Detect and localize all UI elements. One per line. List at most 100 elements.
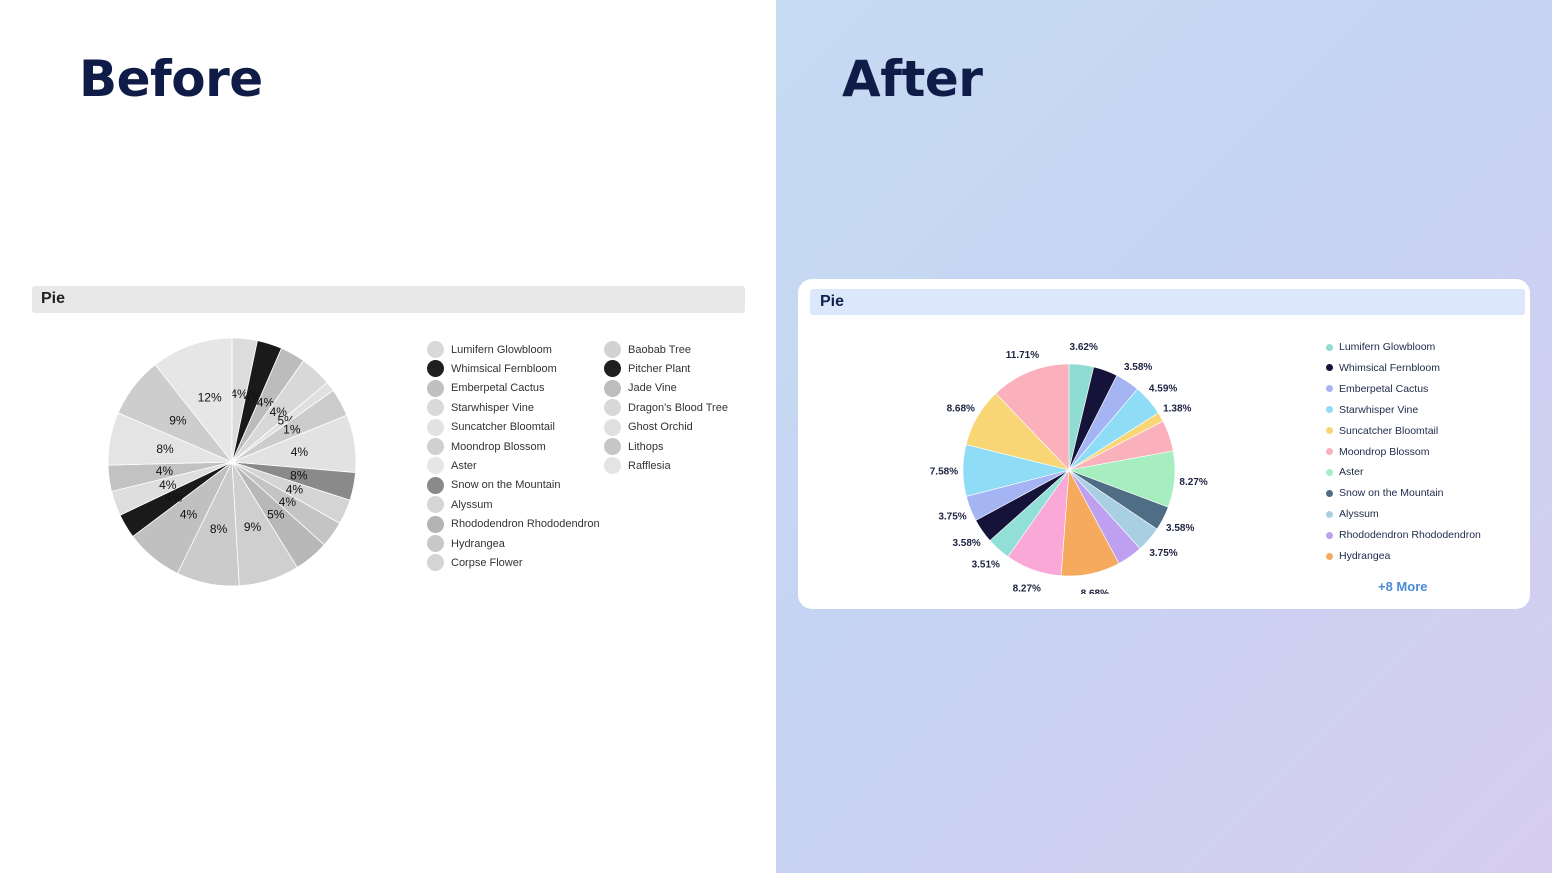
legend-label: Pitcher Plant <box>628 362 691 375</box>
after-half: After Pie 3.62% 3.58% 4.59% 1.38% 8.27% 3.58%… <box>776 0 1552 873</box>
legend-item: Jade Vine <box>604 379 677 397</box>
pie-slice <box>154 337 233 464</box>
legend-item: Lithops <box>604 438 663 455</box>
slice-label: 3.51% <box>972 559 1000 570</box>
legend-swatch <box>427 438 444 455</box>
legend-label: Moondrop Blossom <box>451 440 546 453</box>
after-panel-title: Pie <box>820 293 845 310</box>
legend-item: Lumifern Glowbloom <box>427 341 552 358</box>
slice-label: 4% <box>156 464 174 478</box>
legend-swatch <box>427 535 444 552</box>
legend-item: Alyssum <box>1326 508 1379 520</box>
before-legend: Lumifern Glowbloom Whimsical Fernbloom Emb… <box>427 341 747 581</box>
slice-label: 4% <box>291 445 309 459</box>
legend-item: Lumifern Glowbloom <box>1326 341 1435 353</box>
slice-label: 8.27% <box>1013 584 1041 594</box>
legend-label: Aster <box>451 459 477 472</box>
legend-label: Emberpetal Cactus <box>451 382 545 395</box>
legend-item: Corpse Flower <box>427 554 523 572</box>
legend-swatch <box>1326 552 1333 560</box>
slice-label: 8% <box>290 469 308 483</box>
legend-item: Moondrop Blossom <box>1326 446 1429 458</box>
legend-item: Baobab Tree <box>604 341 691 358</box>
slice-label: 4% <box>159 478 177 492</box>
legend-item: Starwhisper Vine <box>427 399 534 417</box>
legend-swatch <box>604 457 621 475</box>
slice-label: 4% <box>257 396 275 410</box>
slice-label: 9% <box>169 413 187 427</box>
slice-label: 8.68% <box>1081 588 1109 594</box>
legend-label: Rhododendron Rhododendron <box>1339 529 1481 542</box>
legend-label: Starwhisper Vine <box>451 401 534 414</box>
legend-swatch <box>1326 531 1333 539</box>
slice-label: 4% <box>286 483 304 497</box>
legend-swatch <box>1326 468 1333 476</box>
legend-item: Aster <box>427 457 477 475</box>
slice-label: 5% <box>267 507 285 521</box>
legend-label: Alyssum <box>451 498 493 511</box>
slice-label: 3.62% <box>1070 342 1098 353</box>
legend-swatch <box>1326 448 1333 455</box>
legend-item: Rhododendron Rhododendron <box>427 515 600 533</box>
legend-item: Hydrangea <box>427 535 505 552</box>
legend-label: Suncatcher Bloomtail <box>1339 424 1439 437</box>
slice-label: 4% <box>244 390 262 404</box>
legend-swatch <box>604 341 621 358</box>
before-pie-chart: 4%4%4%4%5%1%4%8%4%4%5%9%8%4%4%4%4%8%9%12… <box>107 337 357 587</box>
slice-label: 4% <box>165 490 183 504</box>
legend-label: Snow on the Mountain <box>1339 487 1444 500</box>
legend-item: Suncatcher Bloomtail <box>427 418 555 436</box>
legend-label: Baobab Tree <box>628 343 691 356</box>
slice-label: 9% <box>244 520 262 534</box>
legend-swatch <box>604 379 621 397</box>
after-headline: After <box>842 50 983 108</box>
legend-swatch <box>1326 427 1333 435</box>
legend-item: Whimsical Fernbloom <box>427 360 557 378</box>
legend-label: Aster <box>1339 466 1364 479</box>
more-legend-link[interactable]: +8 More <box>1378 579 1428 594</box>
slice-label: 3.75% <box>1149 548 1177 559</box>
slice-label: 1% <box>283 422 301 436</box>
legend-swatch <box>1326 364 1333 372</box>
legend-swatch <box>427 457 444 475</box>
after-pie-chart: 3.62% 3.58% 4.59% 1.38% 8.27% 3.58% 3.75% 8.68%… <box>930 342 1208 594</box>
legend-item: Suncatcher Bloomtail <box>1326 425 1438 437</box>
after-card: Pie 3.62% 3.58% 4.59% 1.38% 8.27% 3.58% 3.75% 8… <box>798 279 1530 609</box>
before-headline: Before <box>79 50 263 108</box>
legend-label: Hydrangea <box>451 537 505 550</box>
legend-item: Emberpetal Cactus <box>1326 383 1428 395</box>
legend-item: Alyssum <box>427 496 493 514</box>
legend-swatch <box>604 360 621 378</box>
slice-label: 8% <box>156 442 174 456</box>
legend-swatch <box>1326 489 1333 497</box>
legend-label: Moondrop Blossom <box>1339 445 1430 458</box>
legend-label: Lumifern Glowbloom <box>451 343 552 356</box>
legend-item: Snow on the Mountain <box>427 476 560 494</box>
slice-label: 3.58% <box>952 538 980 549</box>
legend-swatch <box>427 515 444 533</box>
pie-slice <box>995 363 1070 471</box>
legend-label: Lumifern Glowbloom <box>1339 341 1436 353</box>
slice-label: 11.71% <box>1006 350 1039 361</box>
legend-label: Rhododendron Rhododendron <box>451 518 600 531</box>
legend-label: Alyssum <box>1339 508 1379 521</box>
legend-label: Whimsical Fernbloom <box>451 362 557 375</box>
before-half: Before Pie 4% 4% 4% 4% 5% 1% 4% 8% 4% 4% 5% 9% 8% 4% 4… <box>32 50 747 587</box>
legend-item: Ghost Orchid <box>604 418 693 436</box>
slice-label: 8% <box>210 522 228 536</box>
after-legend: Lumifern Glowbloom Whimsical Fernbloom Emb… <box>1326 341 1526 581</box>
legend-swatch <box>427 554 444 572</box>
legend-item: Dragon's Blood Tree <box>604 399 728 417</box>
legend-item: Emberpetal Cactus <box>427 379 545 397</box>
slice-label: 12% <box>198 391 222 405</box>
slice-label: 3.58% <box>1166 523 1194 534</box>
before-panel-title: Pie <box>41 290 66 307</box>
after-panel-header: Pie <box>810 289 1525 315</box>
legend-label: Corpse Flower <box>451 556 523 569</box>
slice-label: 4.59% <box>1149 384 1177 395</box>
legend-swatch <box>1326 406 1333 414</box>
slice-label: 3.58% <box>1124 362 1152 373</box>
legend-label: Starwhisper Vine <box>1339 403 1419 416</box>
legend-label: Ghost Orchid <box>628 421 693 434</box>
legend-label: Rafflesia <box>628 459 671 472</box>
